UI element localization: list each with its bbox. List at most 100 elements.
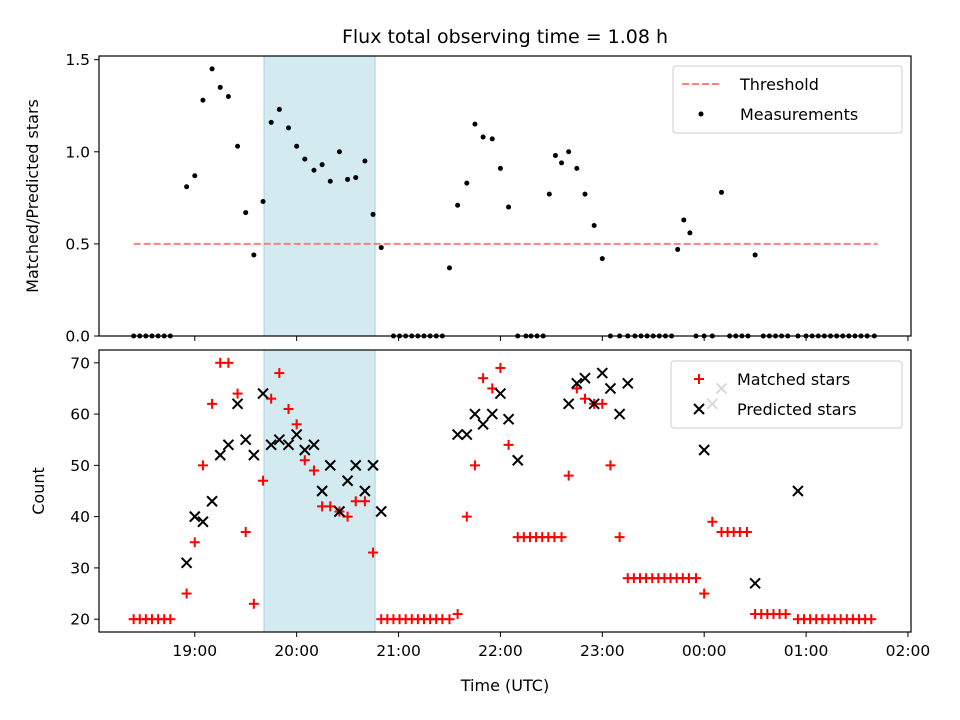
data-point bbox=[299, 455, 310, 466]
data-point bbox=[165, 614, 176, 625]
data-point bbox=[206, 495, 218, 507]
chart-title: Flux total observing time = 1.08 h bbox=[342, 26, 668, 48]
data-point bbox=[324, 459, 336, 472]
data-point bbox=[552, 152, 558, 158]
data-point bbox=[502, 413, 515, 425]
data-point bbox=[367, 459, 379, 472]
data-point bbox=[181, 588, 192, 599]
data-point bbox=[591, 222, 597, 228]
x-tick-label: 21:00 bbox=[376, 642, 421, 660]
data-point bbox=[562, 398, 575, 410]
data-point bbox=[240, 527, 251, 538]
legend-label: Measurements bbox=[740, 105, 858, 124]
data-point bbox=[546, 191, 552, 197]
x-tick-label: 20:00 bbox=[274, 642, 319, 660]
legend-swatch bbox=[693, 403, 705, 415]
series-plus bbox=[128, 357, 877, 625]
series-x bbox=[180, 367, 804, 589]
legend: Matched stars Predicted stars bbox=[670, 360, 903, 429]
data-point bbox=[375, 505, 387, 518]
data-point bbox=[741, 527, 752, 538]
data-point bbox=[497, 165, 503, 171]
data-point bbox=[566, 149, 572, 155]
data-point bbox=[698, 444, 710, 456]
y-tick-label: 60 bbox=[70, 406, 90, 424]
data-point bbox=[308, 465, 319, 476]
data-point bbox=[469, 460, 480, 471]
legend-swatch bbox=[698, 111, 704, 117]
data-point bbox=[184, 184, 190, 190]
data-point bbox=[597, 398, 608, 409]
data-point bbox=[571, 377, 583, 390]
data-point bbox=[455, 202, 461, 208]
data-point bbox=[291, 419, 302, 430]
data-point bbox=[559, 160, 565, 166]
data-point bbox=[486, 408, 498, 420]
data-point bbox=[333, 505, 346, 518]
data-point bbox=[506, 204, 512, 210]
y-tick-label: 50 bbox=[70, 457, 90, 475]
data-point bbox=[217, 84, 223, 90]
data-point bbox=[477, 418, 489, 431]
y-tick-label: 30 bbox=[70, 559, 90, 577]
data-point bbox=[327, 178, 333, 184]
x-axis-label: Time (UTC) bbox=[460, 676, 549, 695]
data-point bbox=[556, 532, 567, 543]
x-tick-label: 22:00 bbox=[478, 642, 523, 660]
data-point bbox=[495, 362, 506, 373]
data-point bbox=[290, 428, 303, 441]
data-point bbox=[792, 485, 804, 497]
y-tick-label: 1.0 bbox=[65, 143, 90, 161]
data-point bbox=[368, 547, 379, 558]
data-point bbox=[461, 511, 472, 522]
data-point bbox=[302, 156, 308, 162]
y-axis-label: Matched/Predicted stars bbox=[23, 99, 42, 293]
data-point bbox=[282, 439, 295, 451]
observing-span-band bbox=[263, 55, 376, 337]
data-point bbox=[265, 439, 277, 451]
data-point bbox=[225, 94, 231, 100]
data-point bbox=[257, 387, 269, 400]
data-point bbox=[260, 199, 266, 205]
legend: Threshold Measurements bbox=[672, 65, 903, 134]
data-point bbox=[370, 211, 376, 217]
data-point bbox=[223, 357, 234, 368]
y-tick-label: 1.5 bbox=[65, 51, 90, 69]
data-point bbox=[235, 143, 241, 149]
y-tick-label: 0.5 bbox=[65, 235, 90, 253]
count-panel: 19:00 20:00 21:00 22:00 23:00 00:00 01:00 02:00… bbox=[29, 349, 930, 660]
data-point bbox=[446, 265, 452, 271]
data-point bbox=[691, 573, 702, 584]
axes-frame bbox=[98, 55, 912, 337]
ratio-panel: 0.0 0.5 1.0 1.5 Matched/Predicted stars Thres… bbox=[23, 51, 912, 346]
data-point bbox=[605, 460, 616, 471]
data-point bbox=[469, 408, 481, 420]
legend-label: Threshold bbox=[739, 75, 819, 94]
data-point bbox=[286, 125, 292, 131]
data-point bbox=[574, 165, 580, 171]
data-point bbox=[579, 372, 591, 384]
data-point bbox=[319, 162, 325, 168]
data-point bbox=[311, 167, 317, 173]
legend-box bbox=[672, 65, 903, 134]
data-point bbox=[240, 434, 252, 446]
y-tick-label: 40 bbox=[70, 508, 90, 526]
data-point bbox=[675, 246, 681, 252]
data-point bbox=[189, 537, 200, 548]
data-point bbox=[243, 210, 249, 216]
data-point bbox=[192, 173, 198, 179]
x-tick-label: 01:00 bbox=[784, 642, 829, 660]
data-point bbox=[299, 444, 311, 456]
data-point bbox=[276, 106, 282, 112]
data-point bbox=[345, 176, 351, 182]
data-point bbox=[214, 449, 226, 461]
data-point bbox=[596, 367, 609, 379]
data-point bbox=[273, 434, 286, 446]
observing-span-band bbox=[263, 349, 376, 633]
x-tick-label: 19:00 bbox=[172, 642, 217, 660]
legend-label: Matched stars bbox=[737, 370, 850, 389]
data-point bbox=[613, 408, 626, 420]
data-point bbox=[582, 191, 588, 197]
x-tick-label: 23:00 bbox=[580, 642, 625, 660]
data-point bbox=[503, 439, 514, 450]
